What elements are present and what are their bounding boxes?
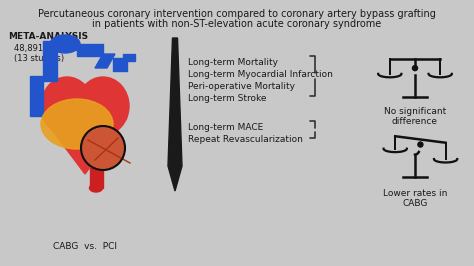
Ellipse shape xyxy=(50,35,80,53)
Polygon shape xyxy=(168,38,182,191)
Polygon shape xyxy=(43,41,57,81)
Text: Long-term Mortality: Long-term Mortality xyxy=(188,58,278,67)
Text: Long-term MACE: Long-term MACE xyxy=(188,123,263,132)
Text: Peri-operative Mortality: Peri-operative Mortality xyxy=(188,82,295,91)
Ellipse shape xyxy=(90,184,102,192)
Text: META-ANALYSIS: META-ANALYSIS xyxy=(8,32,88,41)
Text: CABG: CABG xyxy=(402,199,428,208)
Text: 48,891 Patients: 48,891 Patients xyxy=(14,44,80,53)
Circle shape xyxy=(418,142,423,147)
Text: Long-term Stroke: Long-term Stroke xyxy=(188,94,266,103)
Polygon shape xyxy=(77,44,103,56)
Polygon shape xyxy=(113,58,127,71)
Ellipse shape xyxy=(41,99,113,149)
Circle shape xyxy=(81,126,125,170)
Text: Long-term Myocardial Infarction: Long-term Myocardial Infarction xyxy=(188,70,333,79)
Polygon shape xyxy=(95,54,115,68)
Text: in patients with non-ST-elevation acute coronary syndrome: in patients with non-ST-elevation acute … xyxy=(92,19,382,29)
Text: No significant: No significant xyxy=(384,107,446,116)
Text: Lower rates in: Lower rates in xyxy=(383,189,447,198)
Polygon shape xyxy=(30,76,43,116)
Ellipse shape xyxy=(41,77,93,135)
Polygon shape xyxy=(90,168,103,188)
Text: CABG  vs.  PCI: CABG vs. PCI xyxy=(53,242,117,251)
Polygon shape xyxy=(123,54,135,61)
Text: Percutaneous coronary intervention compared to coronary artery bypass grafting: Percutaneous coronary intervention compa… xyxy=(38,9,436,19)
Text: difference: difference xyxy=(392,117,438,126)
Circle shape xyxy=(412,66,418,71)
Ellipse shape xyxy=(77,77,129,135)
Text: Repeat Revascularization: Repeat Revascularization xyxy=(188,135,303,144)
Polygon shape xyxy=(43,118,127,174)
Text: (13 studies): (13 studies) xyxy=(14,54,64,63)
